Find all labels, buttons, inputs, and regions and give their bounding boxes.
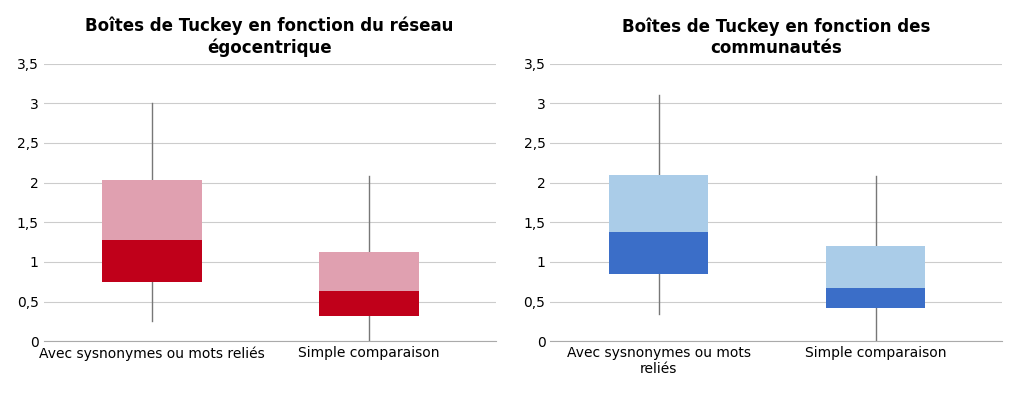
Bar (609, 175, 708, 232)
Bar (319, 291, 419, 316)
Bar (826, 288, 925, 308)
Bar (102, 180, 202, 240)
Bar (609, 232, 708, 274)
Bar (319, 252, 419, 291)
Bar (826, 246, 925, 288)
Title: Boîtes de Tuckey en fonction du réseau
égocentrique: Boîtes de Tuckey en fonction du réseau é… (86, 17, 453, 57)
Bar (102, 240, 202, 282)
Title: Boîtes de Tuckey en fonction des
communautés: Boîtes de Tuckey en fonction des communa… (623, 17, 930, 57)
